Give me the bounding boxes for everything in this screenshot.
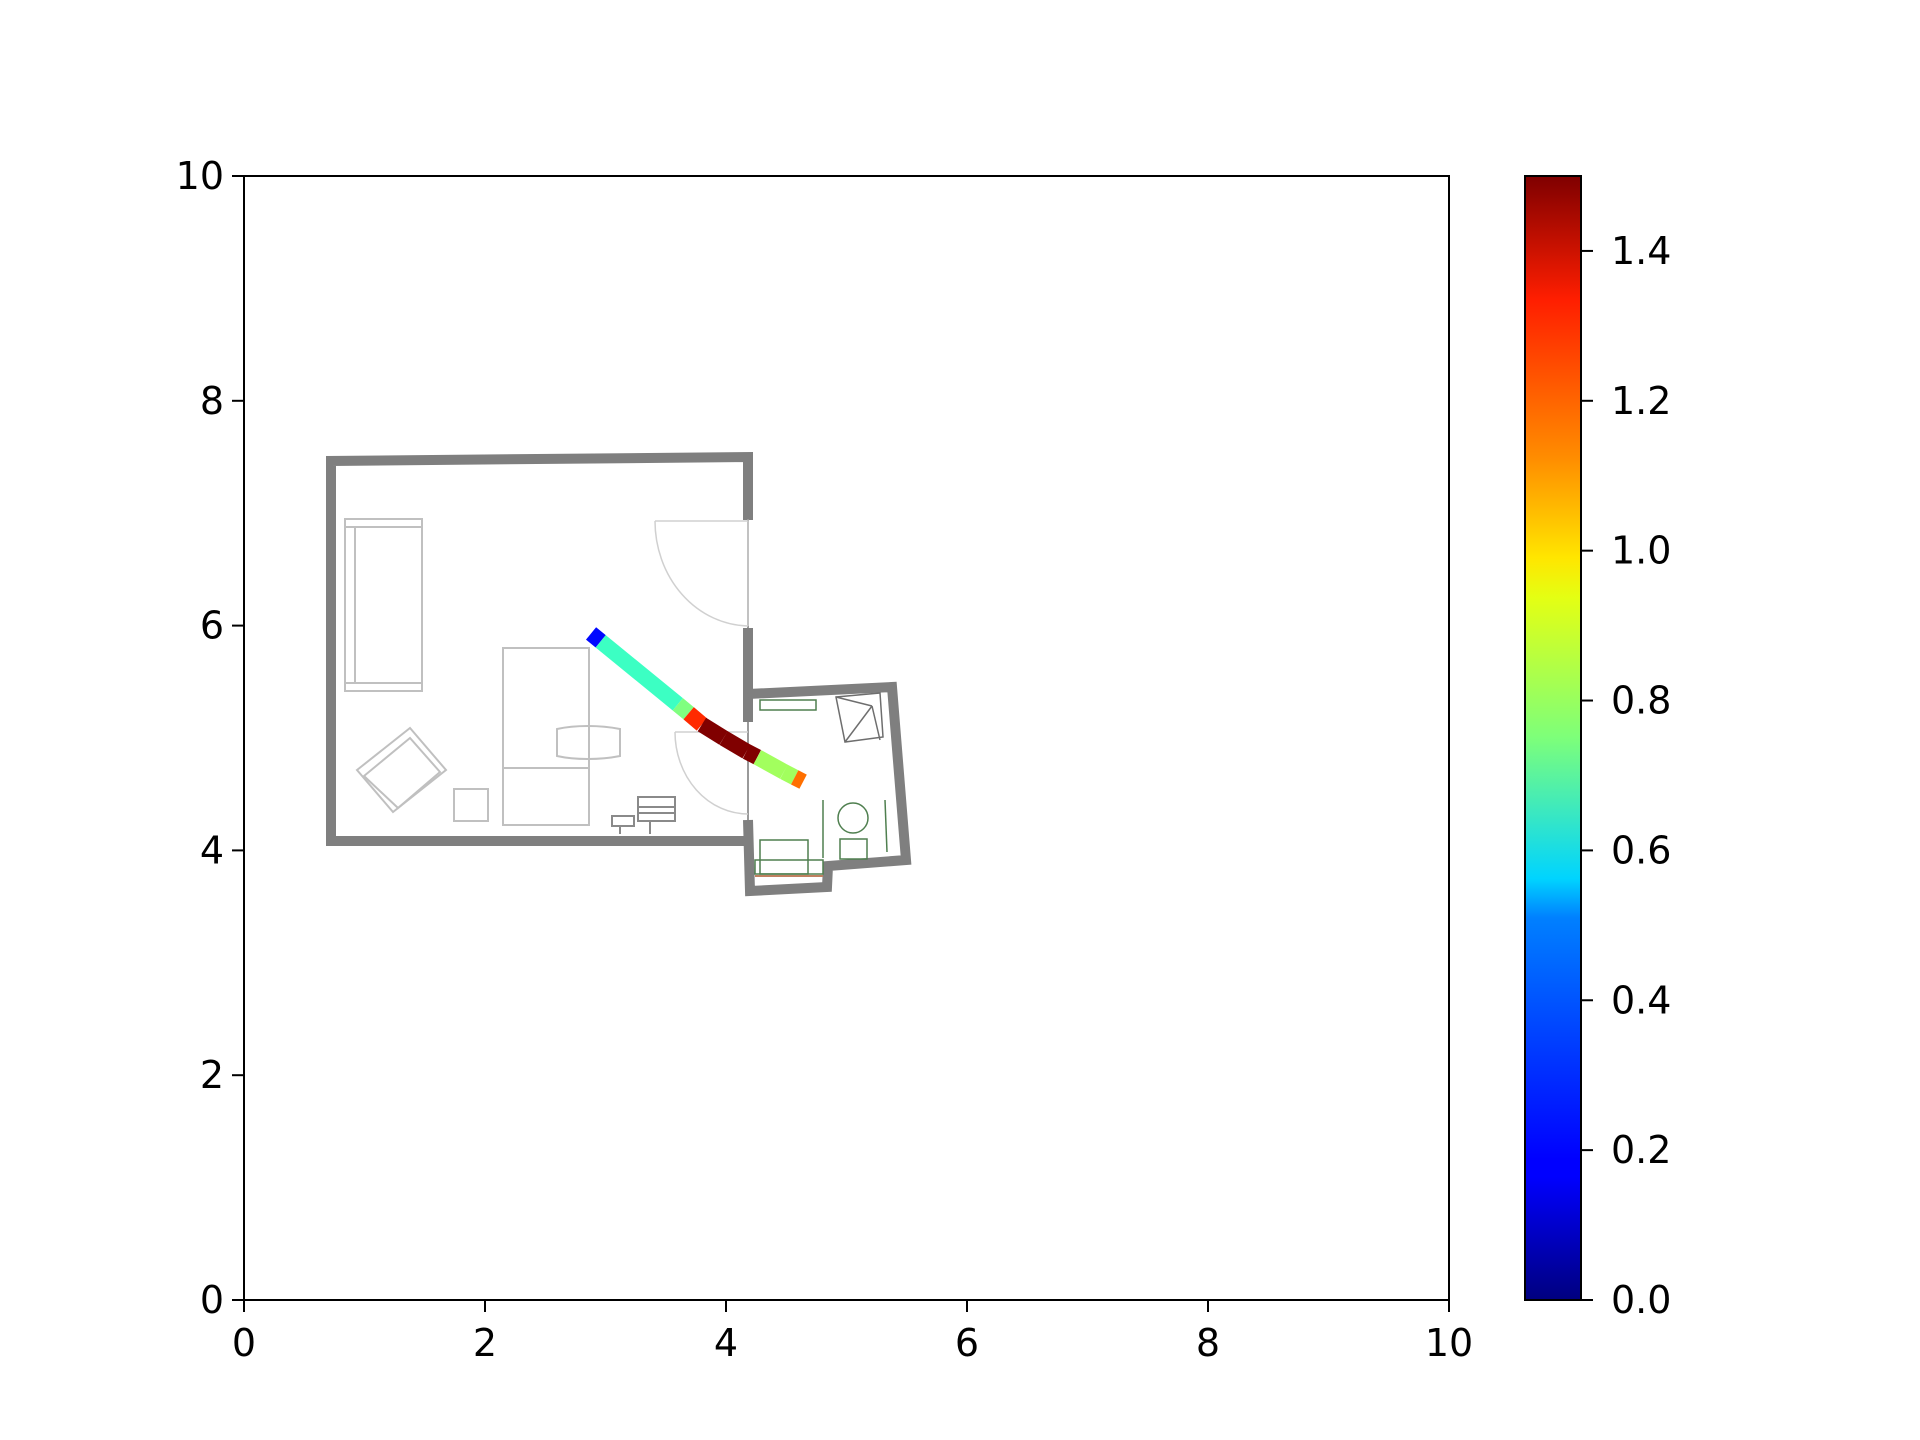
x-tick-label: 6 bbox=[955, 1321, 979, 1365]
trajectory-segment bbox=[672, 698, 694, 720]
y-tick-label: 8 bbox=[200, 379, 224, 423]
y-tick-label: 0 bbox=[200, 1278, 224, 1322]
trajectory-segment bbox=[780, 764, 799, 785]
trajectory-segment bbox=[683, 707, 708, 731]
trajectory-point bbox=[791, 770, 807, 789]
y-tick-label: 2 bbox=[200, 1053, 224, 1097]
floor-plan bbox=[326, 451, 912, 897]
armchair bbox=[355, 726, 448, 814]
colorbar-tick-label: 0.0 bbox=[1611, 1278, 1671, 1322]
x-tick-label: 10 bbox=[1425, 1321, 1473, 1365]
colorbar-tick-label: 0.8 bbox=[1611, 679, 1671, 723]
colorbar-tick-label: 1.4 bbox=[1611, 229, 1671, 273]
trajectory-segment bbox=[753, 750, 788, 779]
trajectory-segment bbox=[697, 717, 728, 745]
colorbar-tick-label: 0.2 bbox=[1611, 1128, 1671, 1172]
trajectory bbox=[585, 627, 807, 789]
colorbar bbox=[1524, 175, 1582, 1301]
x-tick-label: 0 bbox=[232, 1321, 256, 1365]
x-tick-label: 4 bbox=[714, 1321, 738, 1365]
plot-area bbox=[326, 451, 912, 897]
y-tick-label: 4 bbox=[200, 828, 224, 872]
x-tick-label: 8 bbox=[1196, 1321, 1220, 1365]
trajectory-segment bbox=[742, 744, 762, 765]
bathroom-fixtures bbox=[754, 692, 888, 877]
y-axis: 0 2 4 6 8 10 bbox=[176, 154, 244, 1322]
y-tick-label: 6 bbox=[200, 604, 224, 648]
trajectory-segment bbox=[585, 627, 606, 648]
colorbar-tick-label: 0.4 bbox=[1611, 978, 1671, 1022]
trajectory-segment bbox=[595, 635, 683, 711]
colorbar-tick-label: 1.0 bbox=[1611, 529, 1671, 573]
trajectory-segment bbox=[719, 731, 751, 759]
desk bbox=[611, 796, 676, 834]
x-axis: 0 2 4 6 8 10 bbox=[232, 1300, 1473, 1365]
axes-frame bbox=[243, 175, 1450, 1301]
door-swings bbox=[654, 520, 749, 815]
bed bbox=[502, 647, 621, 826]
colorbar-tick-label: 1.2 bbox=[1611, 379, 1671, 423]
colorbar-tick-label: 0.6 bbox=[1611, 828, 1671, 872]
bathroom-walls bbox=[743, 681, 912, 897]
y-tick-label: 10 bbox=[176, 154, 224, 198]
stool bbox=[453, 788, 489, 822]
colorbar-axis: 0.0 0.2 0.4 0.6 0.8 1.0 1.2 1.4 bbox=[1581, 229, 1671, 1322]
x-tick-label: 2 bbox=[473, 1321, 497, 1365]
sofa bbox=[344, 518, 423, 692]
